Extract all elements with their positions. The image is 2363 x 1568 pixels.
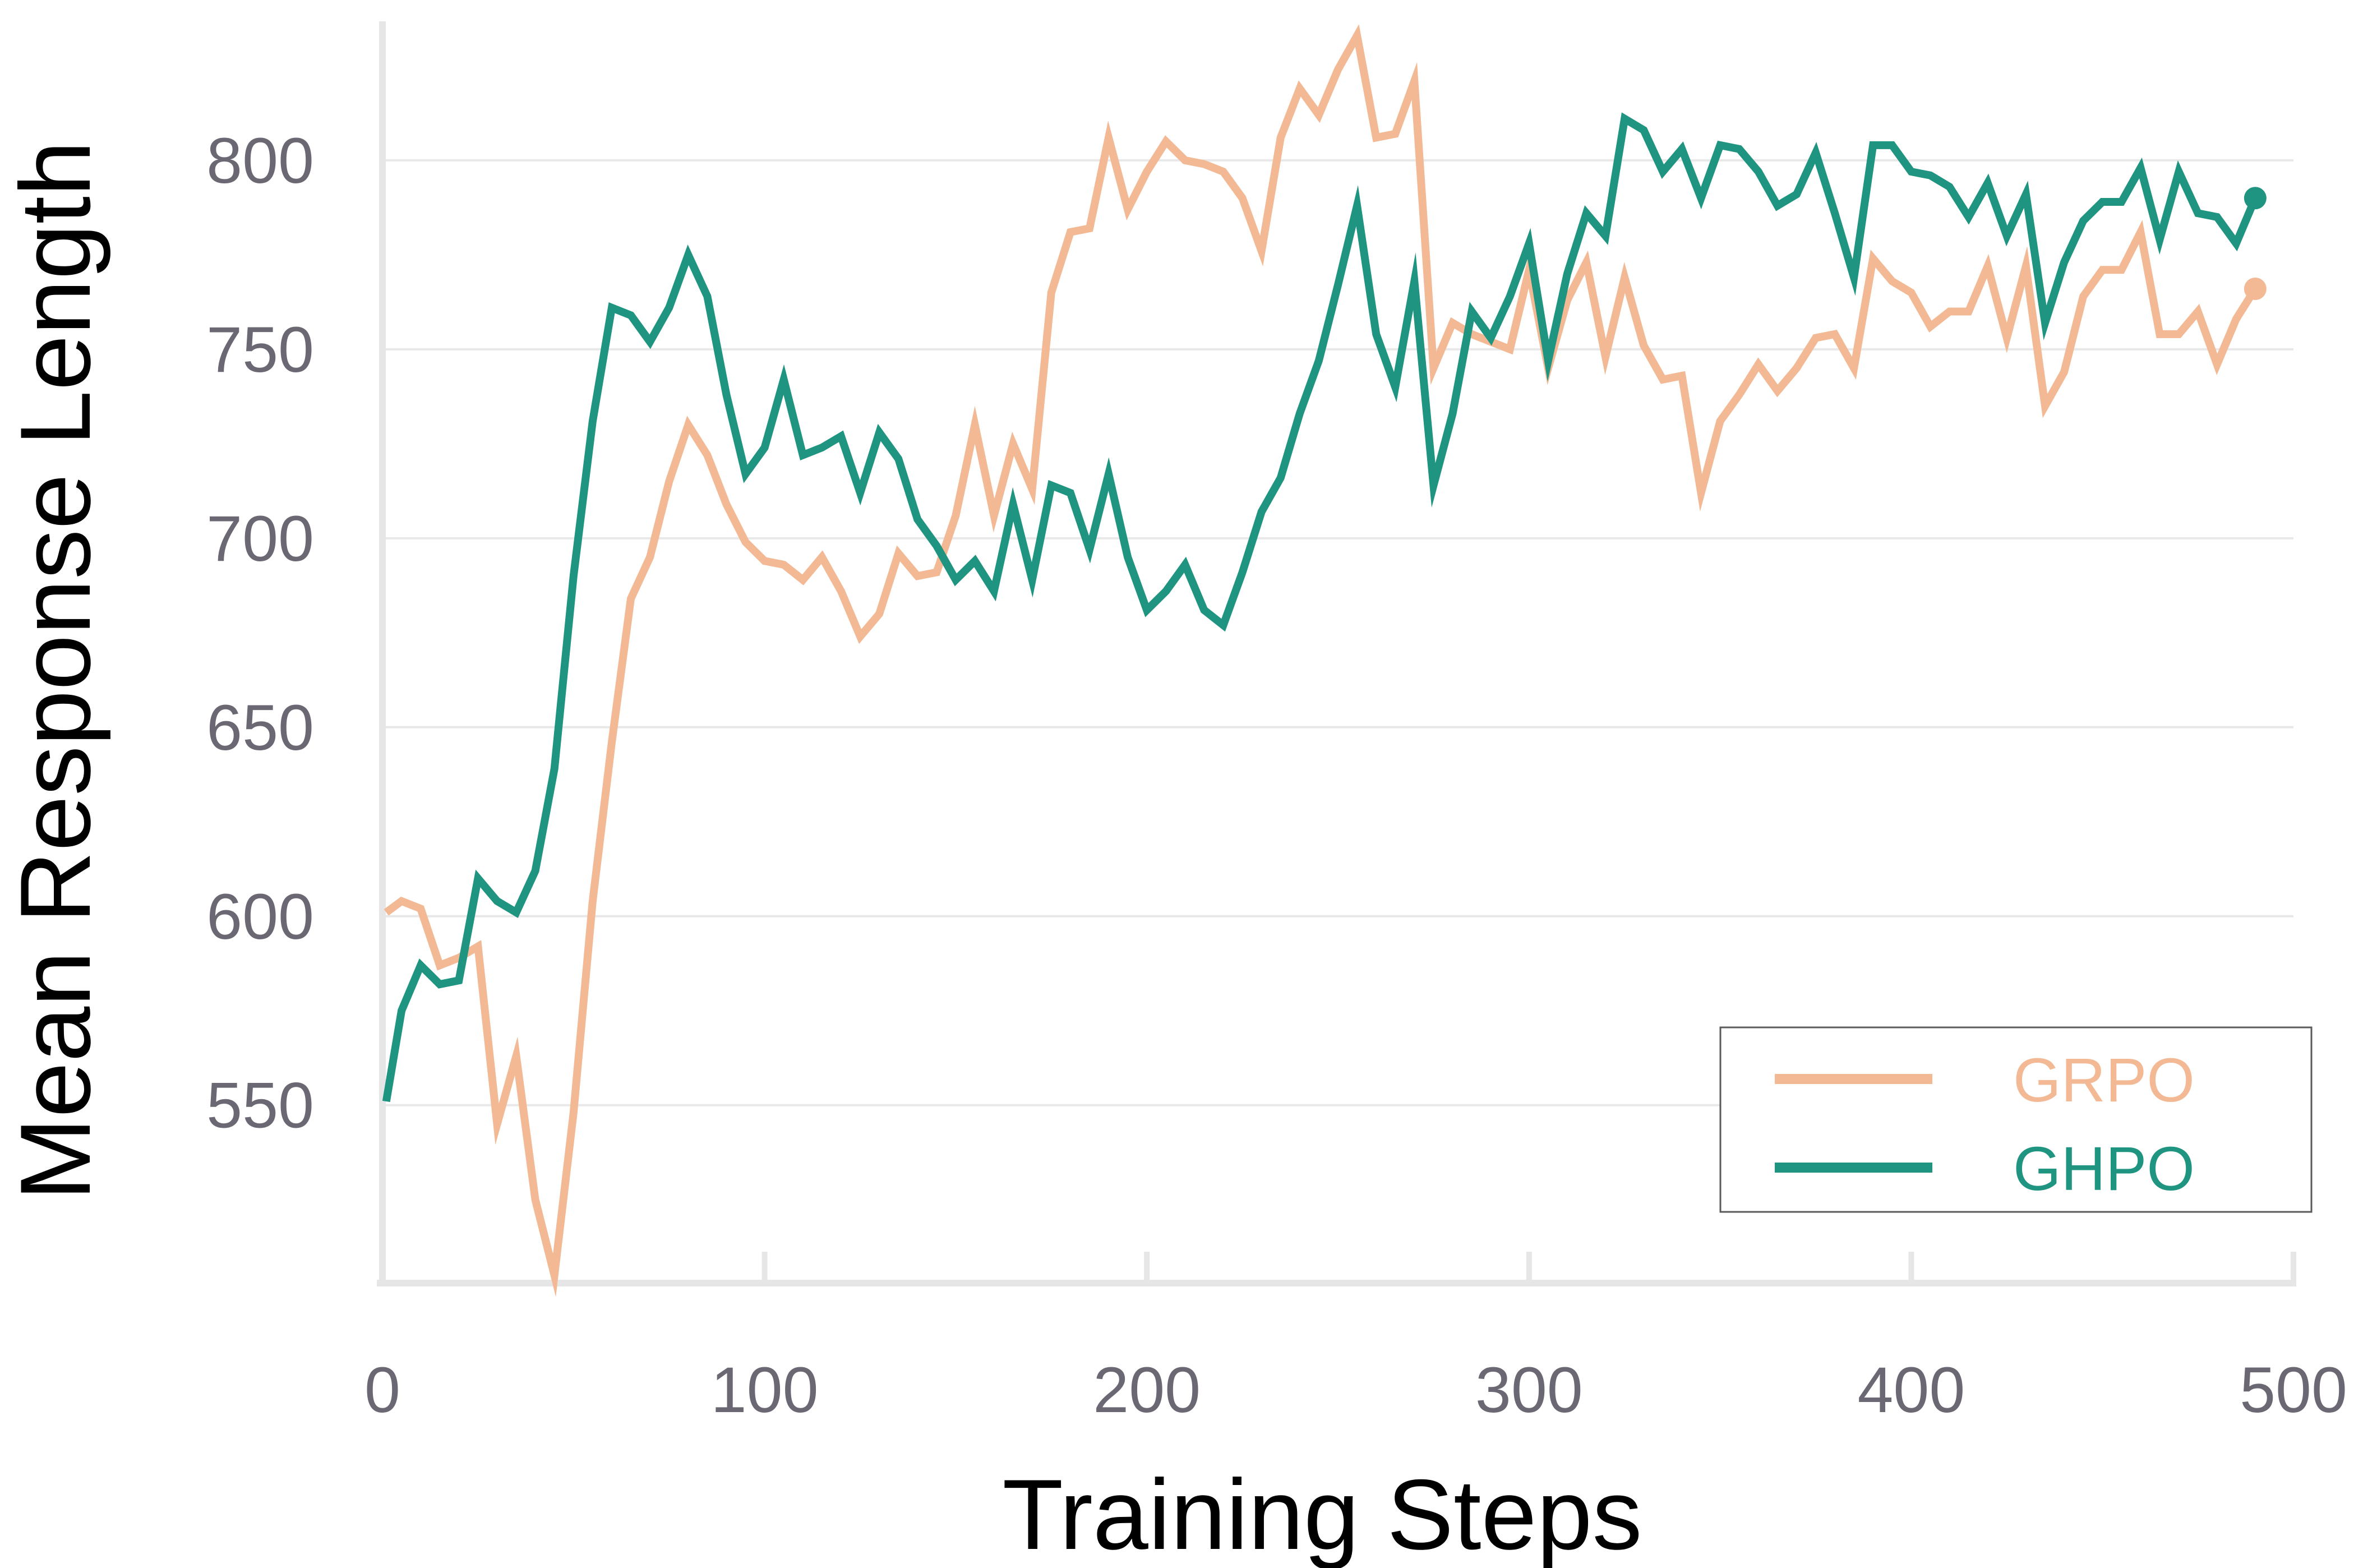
- y-tick-label: 750: [206, 314, 314, 386]
- legend-label-ghpo: GHPO: [2013, 1135, 2195, 1203]
- x-tick-label: 500: [2240, 1354, 2347, 1426]
- series-line-ghpo: [382, 112, 2259, 1103]
- x-tick-label: 0: [364, 1354, 400, 1426]
- y-tick-label: 600: [206, 881, 314, 953]
- series-line-grpo: [384, 24, 2259, 1297]
- x-axis-title: Training Steps: [1002, 1459, 1642, 1568]
- axes: [377, 21, 2293, 1286]
- x-ticks: 0 100 200 300 400 500: [364, 1252, 2347, 1426]
- series-lines: [382, 24, 2267, 1297]
- x-tick-label: 100: [711, 1354, 819, 1426]
- y-ticks: 550 600 650 700 750 800: [206, 125, 314, 1142]
- legend-label-grpo: GRPO: [2013, 1046, 2195, 1115]
- y-tick-label: 800: [206, 125, 314, 197]
- legend: GRPO GHPO: [1719, 1026, 2313, 1213]
- x-tick-label: 200: [1093, 1354, 1201, 1426]
- y-tick-label: 550: [206, 1070, 314, 1142]
- series-end-marker-grpo: [2244, 278, 2267, 301]
- y-axis-title: Mean Response Length: [0, 141, 111, 1201]
- legend-box: [1719, 1026, 2313, 1213]
- x-tick-label: 300: [1475, 1354, 1583, 1426]
- y-tick-label: 700: [206, 503, 314, 575]
- y-tick-label: 650: [206, 692, 314, 764]
- x-tick-label: 400: [1857, 1354, 1965, 1426]
- series-end-marker-ghpo: [2244, 187, 2267, 210]
